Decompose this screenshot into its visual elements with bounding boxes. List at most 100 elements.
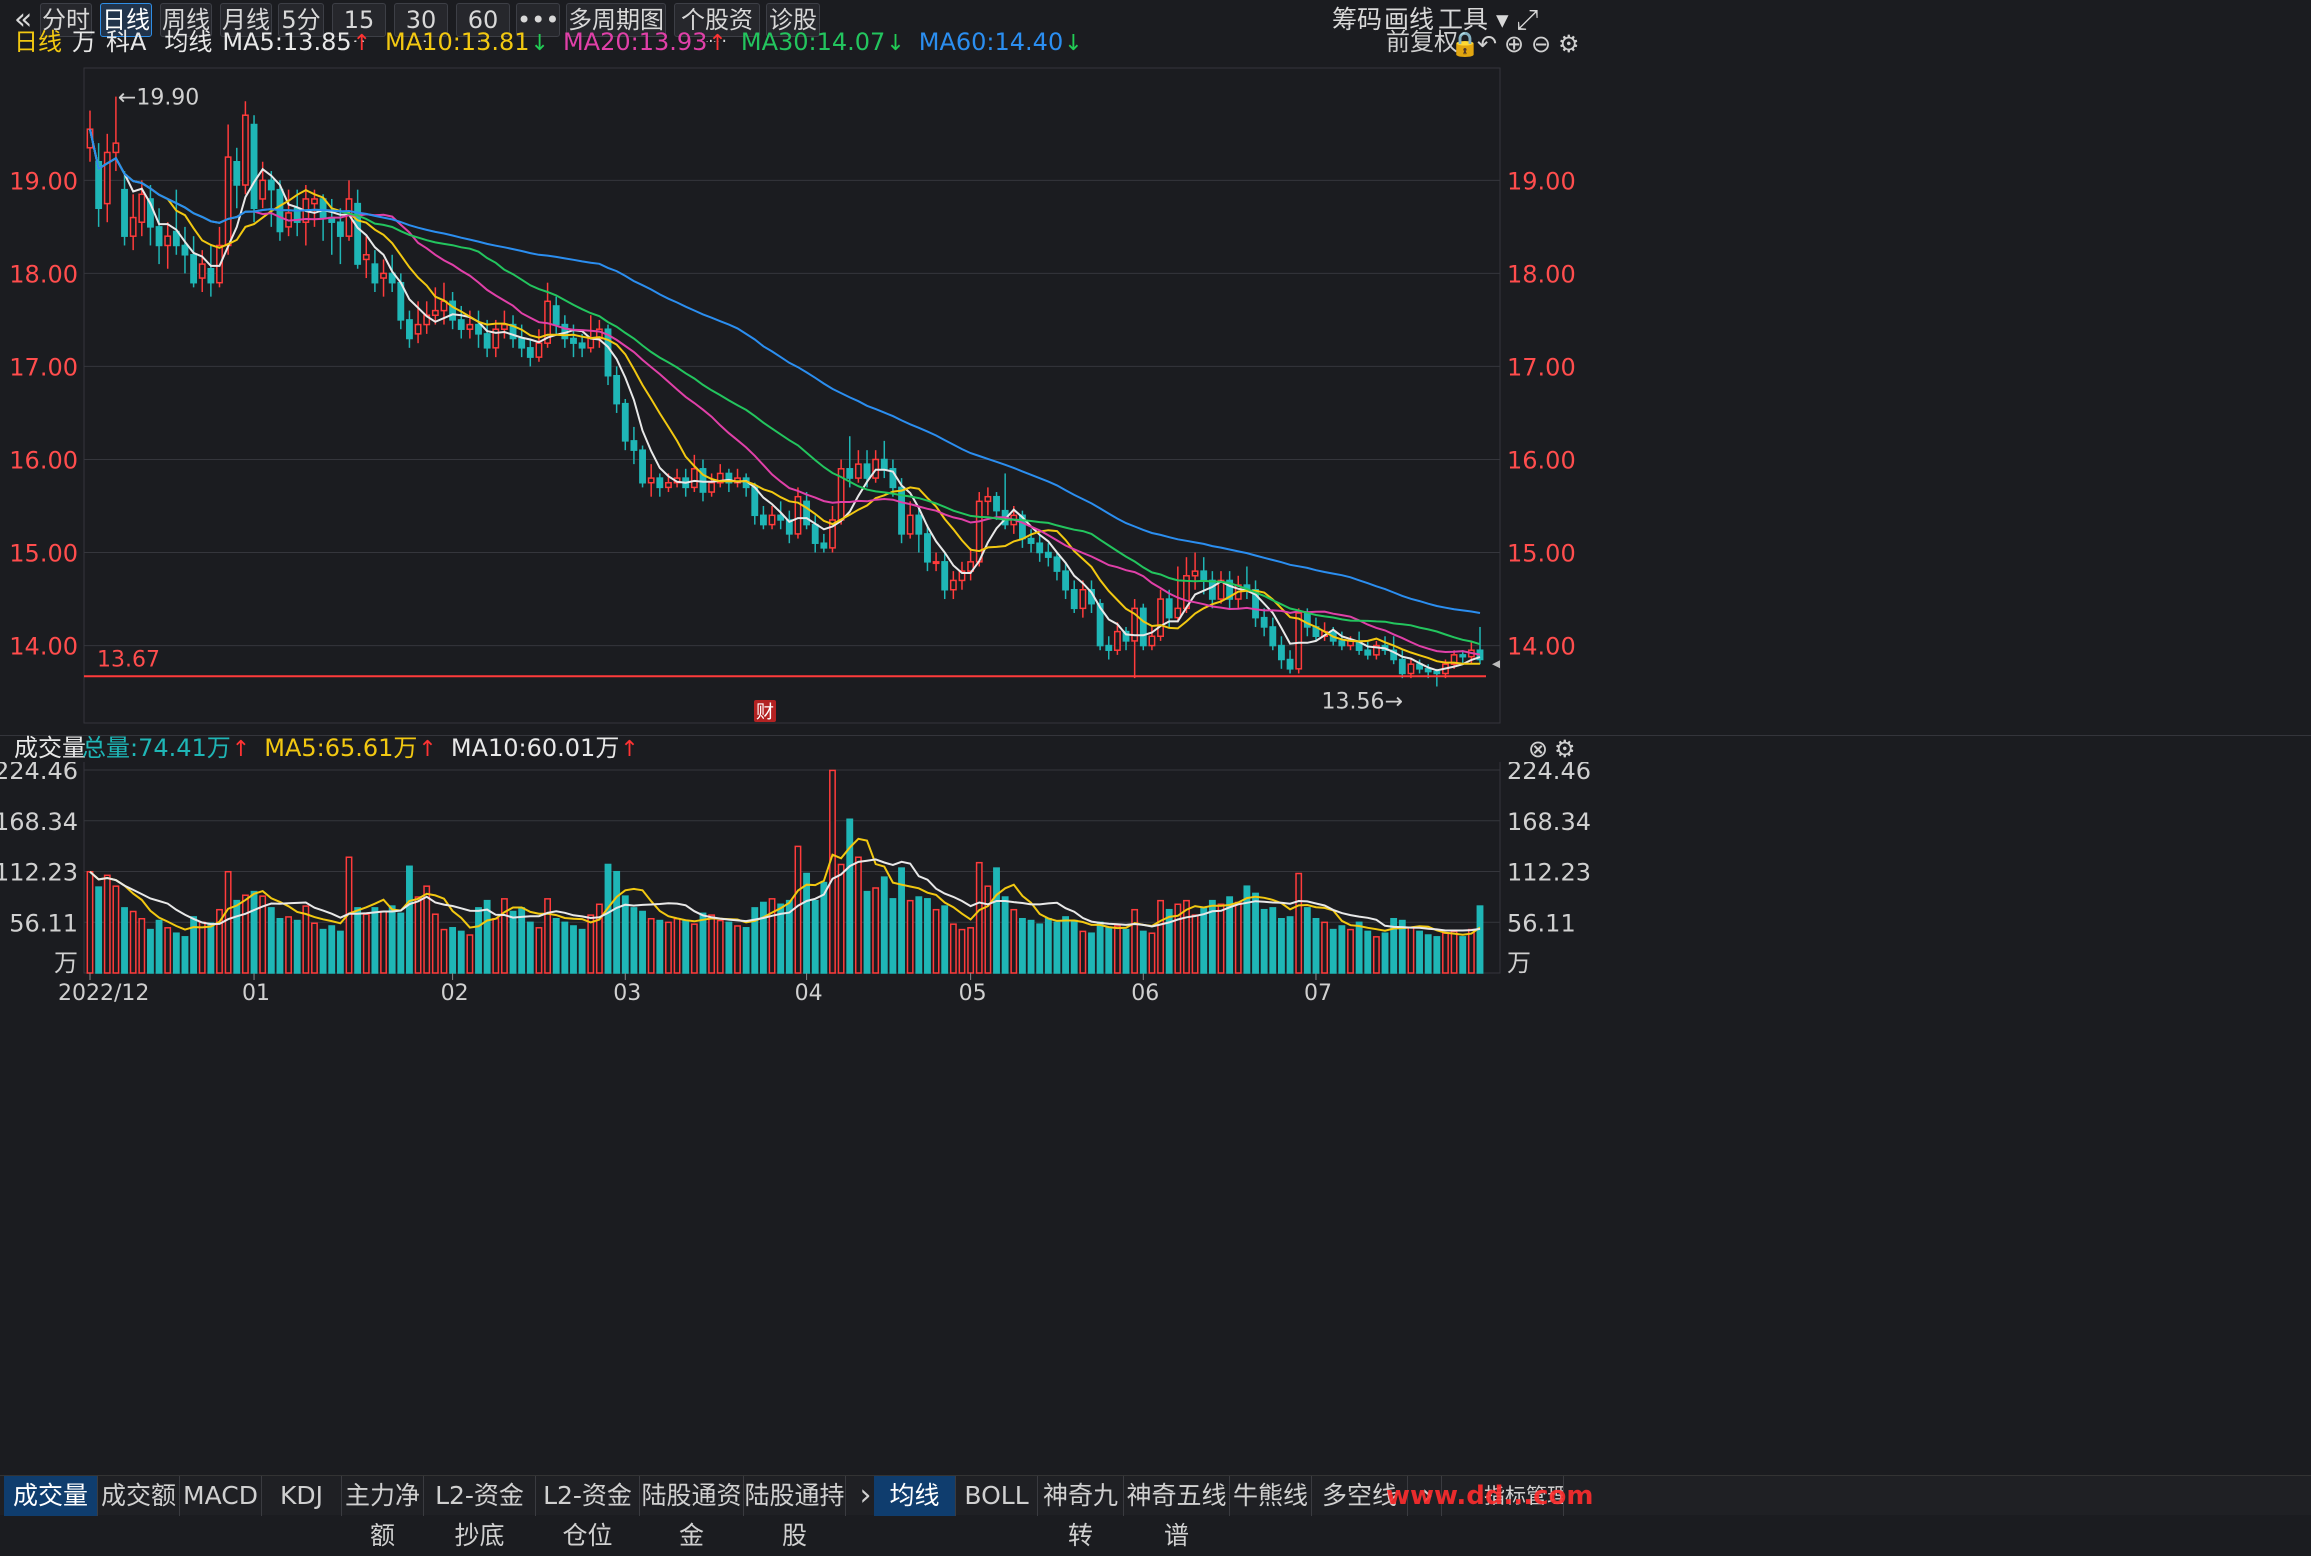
close-icon[interactable]: ⊗ xyxy=(1528,735,1548,763)
indicator-tab-5[interactable]: L2-资金抄底 xyxy=(424,1476,536,1550)
candle-body[interactable] xyxy=(1364,649,1372,656)
candle-body[interactable] xyxy=(492,328,500,349)
indicator-tab-4[interactable]: 主力净额 xyxy=(342,1476,424,1550)
candle-body[interactable] xyxy=(1131,607,1139,642)
candle-body[interactable] xyxy=(1208,579,1216,600)
indicator-tab-3[interactable]: KDJ xyxy=(262,1476,342,1516)
candle-body[interactable] xyxy=(820,542,828,549)
candle-body[interactable] xyxy=(155,226,163,247)
indicator-manage-button[interactable]: 指标管理 xyxy=(1484,1476,1564,1516)
candle-body[interactable] xyxy=(1269,626,1277,647)
candle-body[interactable] xyxy=(915,514,923,535)
candle-body[interactable] xyxy=(578,342,586,349)
candle-body[interactable] xyxy=(198,263,206,279)
candle-body[interactable] xyxy=(880,458,888,470)
candle-body[interactable] xyxy=(1424,668,1432,673)
candle-body[interactable] xyxy=(829,519,836,549)
zoom-out-icon[interactable]: ⊖ xyxy=(1531,30,1551,58)
candle-body[interactable] xyxy=(1113,630,1121,651)
candle-body[interactable] xyxy=(121,188,128,237)
candle-body[interactable] xyxy=(639,449,646,484)
candle-body[interactable] xyxy=(1105,644,1113,651)
gear-icon[interactable]: ⚙ xyxy=(1554,735,1576,763)
fullscreen-icon[interactable]: ⤢ xyxy=(1516,3,1539,36)
candle-body[interactable] xyxy=(1027,537,1035,544)
candle-body[interactable] xyxy=(518,337,526,349)
zoom-in-icon[interactable]: ⊕ xyxy=(1504,30,1524,58)
candle-body[interactable] xyxy=(311,198,318,205)
overlay-tab-5[interactable]: 多空线 xyxy=(1312,1476,1408,1516)
diagnose-button[interactable]: 诊股 xyxy=(766,3,820,37)
overlay-tab-4[interactable]: 牛熊线 xyxy=(1230,1476,1312,1516)
candle-body[interactable] xyxy=(1390,649,1398,661)
candle-body[interactable] xyxy=(708,481,716,493)
candle-body[interactable] xyxy=(1433,670,1441,675)
undo-icon[interactable]: ↶ xyxy=(1477,30,1497,58)
candle-body[interactable] xyxy=(172,230,180,247)
indicator-tab-2[interactable]: MACD xyxy=(180,1476,262,1516)
candle-body[interactable] xyxy=(449,300,457,321)
candle-body[interactable] xyxy=(354,202,362,265)
candle-body[interactable] xyxy=(1139,607,1147,647)
candle-body[interactable] xyxy=(336,221,344,237)
candle-body[interactable] xyxy=(1450,654,1458,665)
candle-body[interactable] xyxy=(1096,602,1104,647)
candle-body[interactable] xyxy=(751,486,759,517)
adjust-mode-label[interactable]: 前复权 xyxy=(1386,28,1458,56)
candle-body[interactable] xyxy=(1407,663,1415,675)
candle-body[interactable] xyxy=(949,579,957,591)
candle-body[interactable] xyxy=(147,198,154,228)
candle-body[interactable] xyxy=(993,495,1000,512)
candle-body[interactable] xyxy=(1165,598,1173,619)
candle-body[interactable] xyxy=(207,267,215,284)
candle-body[interactable] xyxy=(1122,630,1130,642)
candle-body[interactable] xyxy=(1260,616,1268,628)
candle-body[interactable] xyxy=(587,337,595,349)
candle-body[interactable] xyxy=(1044,551,1052,558)
candle-body[interactable] xyxy=(785,519,793,535)
candle-body[interactable] xyxy=(431,309,439,317)
candle-body[interactable] xyxy=(362,254,370,261)
candle-body[interactable] xyxy=(1070,588,1078,610)
candle-body[interactable] xyxy=(164,235,172,247)
candle-body[interactable] xyxy=(906,514,914,535)
back-icon[interactable]: « xyxy=(14,2,33,37)
candle-body[interactable] xyxy=(924,533,931,563)
indicator-tab-6[interactable]: L2-资金仓位 xyxy=(536,1476,640,1550)
candle-body[interactable] xyxy=(1062,570,1070,591)
candle-body[interactable] xyxy=(1459,654,1467,658)
overlay-tab-1[interactable]: BOLL xyxy=(956,1476,1038,1516)
candle-body[interactable] xyxy=(967,561,975,572)
more-button[interactable]: ••• xyxy=(516,3,560,37)
period-tab-4[interactable]: 5分 xyxy=(278,3,324,37)
indicator-tab-0[interactable]: 成交量 xyxy=(4,1476,98,1516)
candle-body[interactable] xyxy=(526,347,534,358)
candle-body[interactable] xyxy=(1079,588,1087,610)
candle-body[interactable] xyxy=(259,179,267,200)
candle-body[interactable] xyxy=(103,151,111,205)
candle-body[interactable] xyxy=(414,323,422,335)
candle-body[interactable] xyxy=(958,570,966,582)
lock-icon[interactable]: 🔒 xyxy=(1450,30,1480,58)
candle-body[interactable] xyxy=(1338,640,1346,647)
indicator-tab-1[interactable]: 成交额 xyxy=(98,1476,180,1516)
candle-body[interactable] xyxy=(371,263,379,284)
toolbar-right-0[interactable]: 筹码 xyxy=(1332,5,1383,34)
candle-body[interactable] xyxy=(613,374,621,405)
candle-body[interactable] xyxy=(1398,658,1406,675)
candle-body[interactable] xyxy=(665,481,672,489)
candle-body[interactable] xyxy=(621,402,629,442)
candle-body[interactable] xyxy=(1191,570,1199,577)
candle-body[interactable] xyxy=(509,323,517,340)
period-tab-0[interactable]: 分时 xyxy=(40,3,92,37)
candle-body[interactable] xyxy=(1174,607,1182,619)
overlay-tab-0[interactable]: 均线 xyxy=(874,1476,956,1516)
candle-body[interactable] xyxy=(846,468,854,479)
candle-body[interactable] xyxy=(803,500,811,526)
candle-body[interactable] xyxy=(388,272,396,284)
candle-body[interactable] xyxy=(725,472,733,484)
candle-body[interactable] xyxy=(535,342,543,358)
candle-body[interactable] xyxy=(984,495,992,503)
candle-body[interactable] xyxy=(233,160,241,186)
candle-body[interactable] xyxy=(1200,570,1208,582)
